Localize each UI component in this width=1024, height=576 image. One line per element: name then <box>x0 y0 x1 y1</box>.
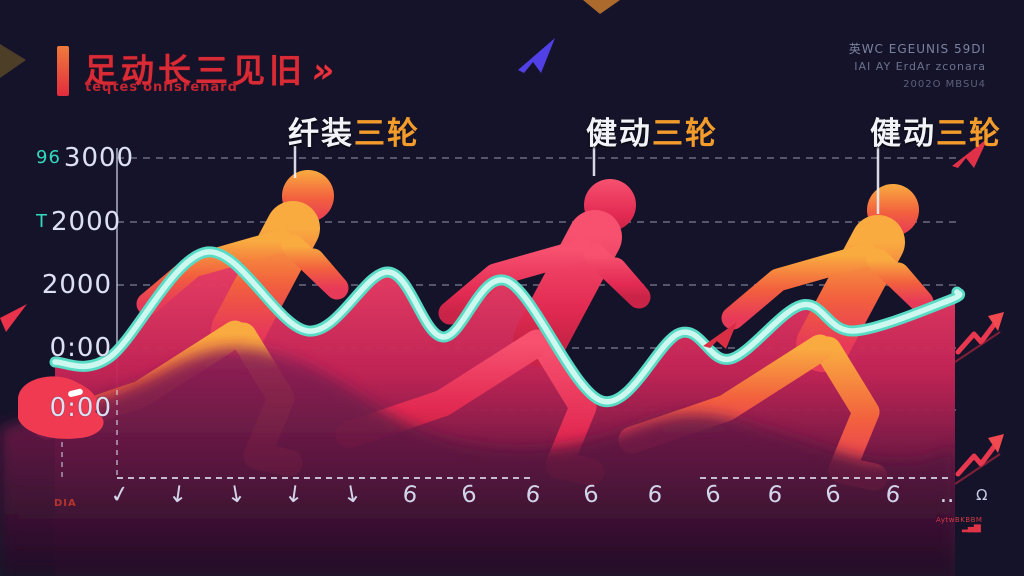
red-cursor-icon-top-right <box>952 138 988 168</box>
y-tick-2000a: T 2000 <box>36 207 120 237</box>
y-tick-2000b-value: 2000 <box>41 270 112 300</box>
x-tick-dots: .. <box>939 482 955 508</box>
bottom-left-caption: DIA <box>54 498 77 509</box>
trend-arrow-icon-2 <box>954 434 1004 485</box>
x-tick-13: 6 <box>823 480 843 510</box>
y-tick-3000: 96 3000 <box>36 143 133 173</box>
page-subtitle: teqtes'onlisrenard <box>85 80 238 95</box>
olive-corner-streak <box>0 44 26 78</box>
runner-label-2: 健动三轮 <box>586 108 718 153</box>
mini-stairs-chart-icon: ▂▄▆ <box>962 523 981 533</box>
bottom-right-caption: AytwBKBBM <box>936 516 983 524</box>
leg-mass-overlay <box>0 348 955 576</box>
purple-cursor-icon <box>518 38 555 73</box>
y-tick-000b-value: 0:00 <box>49 393 112 423</box>
x-tick-3: ↓ <box>224 480 248 510</box>
teal-glyph-96: 96 <box>36 147 61 168</box>
x-tick-9: 6 <box>581 480 601 510</box>
x-tick-8: 6 <box>523 481 543 509</box>
y-tick-2000a-value: 2000 <box>51 207 122 237</box>
teal-glyph-t: T <box>36 211 48 232</box>
runner-label-1: 纤装三轮 <box>288 108 420 153</box>
x-tick-10: 6 <box>645 481 665 509</box>
x-tick-6: 6 <box>400 481 420 509</box>
runner-label-3-orange: 三轮 <box>936 116 1002 152</box>
runner-label-1-orange: 三轮 <box>354 116 420 152</box>
label-connectors <box>293 144 880 214</box>
caption-line-2: IAI AY ErdAr zconara <box>854 60 986 73</box>
wave-line <box>52 249 963 405</box>
x-tick-1: ✓ <box>108 480 132 510</box>
red-shoe <box>18 376 104 439</box>
x-tick-4: ↓ <box>282 480 306 510</box>
caption-line-1: 英WC EGEUNIS 59DI <box>848 42 986 56</box>
y-tick-000a-value: 0:00 <box>49 333 112 363</box>
x-tick-5: ↓ <box>340 480 364 510</box>
orange-sliver-top <box>583 0 620 14</box>
red-cursor-icon-mid <box>703 322 737 349</box>
chevron-right-icon: » <box>312 51 339 91</box>
trend-arrow-icon-1 <box>954 312 1004 363</box>
y-tick-000a: 0:00 <box>36 333 112 363</box>
left-edge-red-arrow <box>0 304 27 332</box>
runner-label-3: 健动三轮 <box>870 108 1002 153</box>
page-title-text: 足动长三见旧 <box>84 51 306 90</box>
runner-label-1-white: 纤装 <box>288 116 354 152</box>
y-tick-2000b: 2000 <box>36 270 112 300</box>
top-right-caption: 英WC EGEUNIS 59DI IAI AY ErdAr zconara 20… <box>849 40 986 94</box>
page-title: 足动长三见旧» <box>84 44 338 92</box>
x-tick-2: ↓ <box>166 480 190 510</box>
runner-label-2-white: 健动 <box>586 116 652 152</box>
x-tick-14: 6 <box>883 481 903 509</box>
y-tick-3000-value: 3000 <box>63 143 135 173</box>
omega-glyph: Ω <box>976 486 988 504</box>
title-accent-bar <box>57 46 69 96</box>
caption-line-3: 2002O MBSU4 <box>903 79 986 90</box>
x-tick-7: 6 <box>459 480 479 510</box>
x-tick-12: 6 <box>765 481 785 509</box>
y-tick-000b: 0:00 <box>36 393 112 423</box>
runner-label-2-orange: 三轮 <box>652 116 718 152</box>
x-tick-11: 6 <box>703 480 723 510</box>
runner-label-3-white: 健动 <box>870 116 936 152</box>
